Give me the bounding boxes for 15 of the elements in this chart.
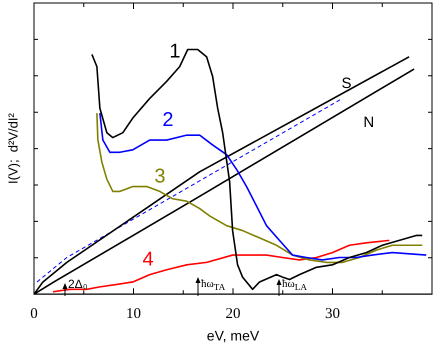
x-tick-label: 10: [126, 306, 141, 322]
series-label: 1: [169, 40, 180, 62]
annotation: ħω$_{TA}$: [201, 278, 226, 292]
series-label: 3: [154, 165, 166, 188]
series-label: N: [363, 114, 374, 132]
x-tick-label: 20: [226, 306, 240, 322]
x-axis-title: eV, meV: [206, 327, 260, 344]
annotation: 2Δ₀: [68, 277, 88, 291]
y-axis-title: I(V); d²V/dI²: [6, 112, 21, 184]
x-tick-label: 0: [30, 306, 38, 322]
annotation: ħω$_{LA}$: [282, 278, 307, 292]
series-label: 2: [162, 108, 174, 131]
series-label: S: [341, 74, 352, 92]
series-label: 4: [142, 248, 154, 270]
x-tick-label: 30: [325, 306, 340, 322]
